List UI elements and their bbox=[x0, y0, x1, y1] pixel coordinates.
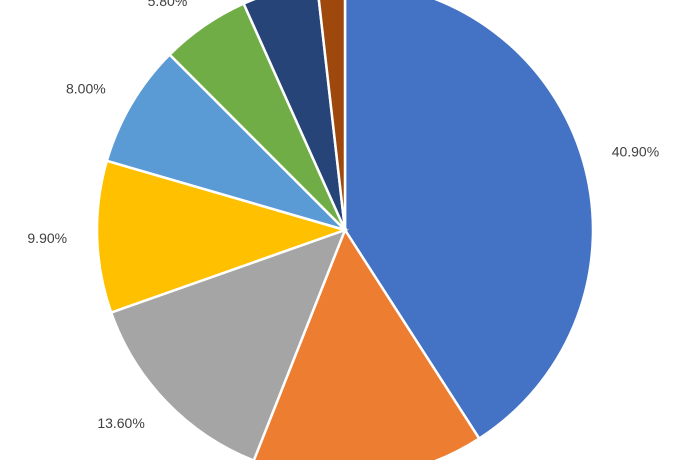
data-label-0: 40.90% bbox=[612, 144, 659, 160]
pie-slices bbox=[95, 0, 595, 460]
pie-slice-2 bbox=[109, 227, 348, 460]
data-label-3: 9.90% bbox=[27, 230, 67, 246]
pie-slice-4 bbox=[105, 52, 346, 232]
data-label-4: 8.00% bbox=[66, 81, 106, 97]
pie-slice-7 bbox=[317, 0, 347, 231]
data-label-5: 5.80% bbox=[148, 0, 188, 9]
data-label-2: 13.60% bbox=[97, 415, 144, 431]
pie-slice-3 bbox=[95, 159, 350, 315]
pie-slice-1 bbox=[252, 227, 481, 460]
pie-data-labels: 40.90% 13.60% 9.90% 8.00% 5.80% bbox=[27, 0, 659, 431]
pie-slice-6 bbox=[242, 0, 347, 231]
pie-slice-0 bbox=[343, 0, 595, 441]
